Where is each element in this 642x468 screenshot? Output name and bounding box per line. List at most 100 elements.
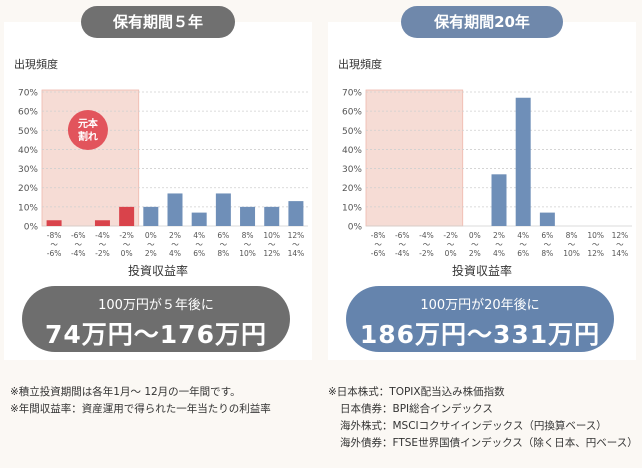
bar: [288, 201, 304, 226]
x-tick-label: 〜: [592, 240, 600, 249]
y-tick-label: 20%: [18, 184, 38, 194]
bar: [515, 97, 531, 226]
y-tick-label: 0%: [348, 223, 363, 233]
x-tick-label: 〜: [123, 240, 131, 249]
chart-title: 保有期間20年: [401, 6, 563, 38]
x-tick-label: -2%: [419, 249, 434, 258]
x-tick-label: 〜: [471, 240, 479, 249]
x-tick-label: 4%: [193, 231, 205, 240]
x-tick-label: 〜: [268, 240, 276, 249]
x-tick-label: 2%: [469, 249, 481, 258]
x-tick-label: 0%: [445, 249, 457, 258]
x-tick-label: 8%: [541, 249, 553, 258]
x-tick-label: 10%: [587, 231, 604, 240]
y-tick-label: 60%: [18, 108, 38, 118]
x-tick-label: 0%: [469, 231, 481, 240]
y-axis-label: 出現頻度: [14, 57, 58, 71]
bar: [143, 206, 159, 226]
summary-line1: 100万円が20年後に: [420, 298, 540, 313]
y-tick-label: 10%: [18, 203, 38, 213]
y-tick-label: 40%: [342, 146, 362, 156]
x-tick-label: -6%: [371, 249, 386, 258]
x-tick-label: -8%: [47, 231, 62, 240]
y-tick-label: 10%: [342, 203, 362, 213]
x-tick-label: 6%: [517, 249, 529, 258]
bar: [215, 193, 231, 226]
x-tick-label: 〜: [75, 240, 83, 249]
x-tick-label: 〜: [399, 240, 407, 249]
x-axis-label: 投資収益率: [451, 264, 512, 278]
histogram-20yr: 出現頻度70%60%50%40%30%20%10%0%-8%〜-6%-6%〜-4…: [338, 57, 632, 258]
x-tick-label: 〜: [244, 240, 252, 249]
chart-title: 保有期間５年: [81, 6, 235, 38]
x-tick-label: 〜: [544, 240, 552, 249]
x-tick-label: 〜: [292, 240, 300, 249]
loss-badge-label: 割れ: [78, 130, 98, 143]
x-axis-label: 投資収益率: [127, 264, 188, 278]
x-tick-label: 14%: [612, 249, 629, 258]
summary-range: 186万円〜331万円: [359, 320, 601, 349]
x-tick-label: 6%: [541, 231, 553, 240]
x-tick-label: 0%: [121, 249, 133, 258]
histogram-5yr: 出現頻度70%60%50%40%30%20%10%0%元本割れ-8%〜-6%-6…: [14, 57, 308, 258]
x-tick-label: 10%: [563, 249, 580, 258]
x-tick-label: -4%: [95, 231, 110, 240]
loss-region-shade: [365, 89, 464, 227]
x-tick-label: 〜: [195, 240, 203, 249]
x-tick-label: 〜: [495, 240, 503, 249]
loss-region-shade: [41, 89, 140, 227]
x-tick-label: -8%: [371, 231, 386, 240]
x-tick-label: 〜: [616, 240, 624, 249]
bar: [191, 212, 207, 226]
chart-panel-5yr: 保有期間５年 出現頻度 70% 60% 50% 40% 30% 20% 10% 0% 元本 割れ -8…: [4, 6, 312, 360]
x-tick-label: -6%: [395, 231, 410, 240]
footnote: 海外債券：FTSE世界国債インデックス（除く日本、円ベース）: [340, 437, 638, 449]
y-tick-label: 50%: [342, 127, 362, 137]
y-tick-label: 20%: [342, 184, 362, 194]
x-tick-label: 〜: [220, 240, 228, 249]
footnote: ※年間収益率：資産運用で得られた一年当たりの利益率: [10, 403, 271, 415]
x-tick-label: 12%: [288, 231, 305, 240]
x-tick-label: 6%: [217, 231, 229, 240]
bar: [264, 206, 280, 226]
x-tick-label: 〜: [99, 240, 107, 249]
bar: [94, 220, 110, 226]
summary-line1: 100万円が５年後に: [98, 298, 214, 313]
x-tick-label: 12%: [612, 231, 629, 240]
y-axis-label: 出現頻度: [338, 57, 382, 71]
x-tick-label: 〜: [423, 240, 431, 249]
chart-panel-20yr: 保有期間20年 出現頻度 70% 60% 50% 40% 30% 20% 10% 0% -8% 〜 -…: [328, 6, 636, 360]
x-tick-label: 4%: [517, 231, 529, 240]
y-tick-label: 50%: [18, 127, 38, 137]
footnote: 日本債券：BPI総合インデックス: [340, 403, 493, 415]
x-tick-label: 10%: [263, 231, 280, 240]
x-tick-label: 6%: [193, 249, 205, 258]
y-tick-label: 40%: [18, 146, 38, 156]
loss-badge: [67, 110, 108, 150]
x-tick-label: 8%: [217, 249, 229, 258]
x-tick-label: 〜: [374, 240, 382, 249]
x-tick-label: 〜: [447, 240, 455, 249]
y-tick-label: 0%: [24, 223, 39, 233]
bar: [119, 206, 135, 226]
x-tick-label: 〜: [147, 240, 155, 249]
loss-badge-label: 元本: [78, 117, 99, 130]
y-tick-label: 30%: [18, 165, 38, 175]
x-tick-label: 12%: [263, 249, 280, 258]
x-tick-label: -2%: [443, 231, 458, 240]
x-tick-label: 0%: [145, 231, 157, 240]
x-tick-label: 8%: [566, 231, 578, 240]
x-tick-label: 10%: [239, 249, 256, 258]
footnotes-left: ※積立投資期間は各年1月〜 12月の一年間です。 ※年間収益率：資産運用で得られ…: [10, 384, 271, 418]
summary-box: 100万円が５年後に 74万円〜176万円: [22, 286, 290, 352]
y-tick-label: 30%: [342, 165, 362, 175]
bar: [491, 174, 507, 226]
x-tick-label: 〜: [568, 240, 576, 249]
x-tick-label: 4%: [493, 249, 505, 258]
footnote: 海外株式：MSCIコクサイインデックス（円換算ベース）: [340, 420, 607, 432]
x-tick-label: 2%: [145, 249, 157, 258]
x-tick-label: -2%: [119, 231, 134, 240]
footnote: ※日本株式：TOPIX配当込み株価指数: [328, 386, 505, 398]
x-tick-label: -2%: [95, 249, 110, 258]
x-tick-label: 2%: [169, 231, 181, 240]
